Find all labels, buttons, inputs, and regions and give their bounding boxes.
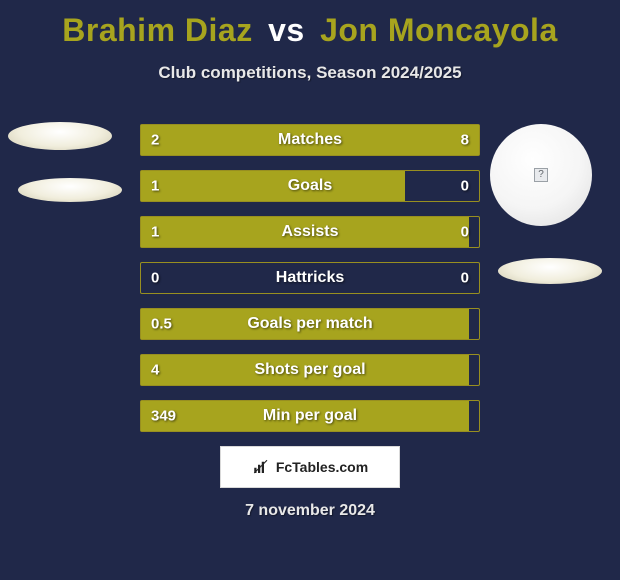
stat-row: 2 8 Matches <box>140 124 480 156</box>
metric-label: Hattricks <box>276 269 344 287</box>
value-left: 4 <box>151 362 159 379</box>
vs-label: vs <box>268 12 305 48</box>
date-footer: 7 november 2024 <box>245 502 375 520</box>
value-right: 8 <box>461 132 469 149</box>
player2-photo-placeholder: ? <box>490 124 592 226</box>
value-right: 0 <box>461 178 469 195</box>
metric-label: Matches <box>278 131 342 149</box>
stat-row: 349 Min per goal <box>140 400 480 432</box>
value-left: 1 <box>151 224 159 241</box>
value-right: 0 <box>461 270 469 287</box>
comparison-title: Brahim Diaz vs Jon Moncayola <box>0 0 620 49</box>
metric-label: Goals per match <box>247 315 372 333</box>
player1-name: Brahim Diaz <box>62 12 252 48</box>
metric-label: Min per goal <box>263 407 357 425</box>
value-left: 1 <box>151 178 159 195</box>
stat-row: 4 Shots per goal <box>140 354 480 386</box>
player1-photo-placeholder-top <box>8 122 112 150</box>
subtitle: Club competitions, Season 2024/2025 <box>0 63 620 83</box>
player2-name: Jon Moncayola <box>320 12 558 48</box>
metric-label: Assists <box>282 223 339 241</box>
attribution-text: FcTables.com <box>276 459 368 475</box>
comparison-chart: 2 8 Matches 1 0 Goals 1 0 Assists 0 0 Hattricks 0.5 G… <box>140 124 480 446</box>
player2-caption-placeholder <box>498 258 602 284</box>
player1-photo-placeholder-bottom <box>18 178 122 202</box>
stat-row: 1 0 Goals <box>140 170 480 202</box>
missing-image-icon: ? <box>534 168 548 182</box>
metric-label: Shots per goal <box>254 361 365 379</box>
chart-icon <box>252 458 270 476</box>
value-left: 2 <box>151 132 159 149</box>
value-right: 0 <box>461 224 469 241</box>
attribution-box: FcTables.com <box>220 446 400 488</box>
stat-row: 0.5 Goals per match <box>140 308 480 340</box>
value-left: 0 <box>151 270 159 287</box>
stat-row: 0 0 Hattricks <box>140 262 480 294</box>
value-left: 349 <box>151 408 176 425</box>
stat-row: 1 0 Assists <box>140 216 480 248</box>
metric-label: Goals <box>288 177 332 195</box>
value-left: 0.5 <box>151 316 172 333</box>
bar-left <box>141 171 405 201</box>
